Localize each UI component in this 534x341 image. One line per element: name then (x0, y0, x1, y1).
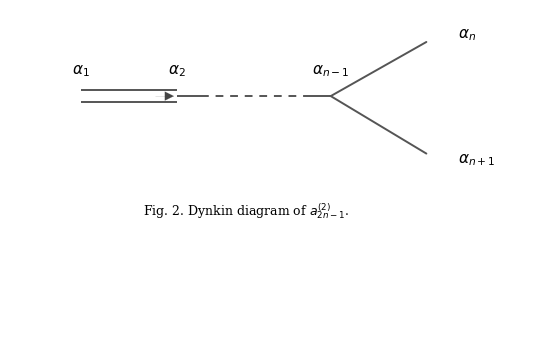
Text: $\alpha_{n+1}$: $\alpha_{n+1}$ (458, 152, 496, 168)
Text: $\alpha_2$: $\alpha_2$ (168, 63, 185, 79)
Text: $\alpha_n$: $\alpha_n$ (458, 27, 476, 43)
Text: Fig. 2. Dynkin diagram of $a_{2n-1}^{(2)}$.: Fig. 2. Dynkin diagram of $a_{2n-1}^{(2)… (143, 201, 349, 221)
Text: $\alpha_1$: $\alpha_1$ (72, 63, 90, 79)
Text: $\alpha_{n-1}$: $\alpha_{n-1}$ (312, 63, 350, 79)
